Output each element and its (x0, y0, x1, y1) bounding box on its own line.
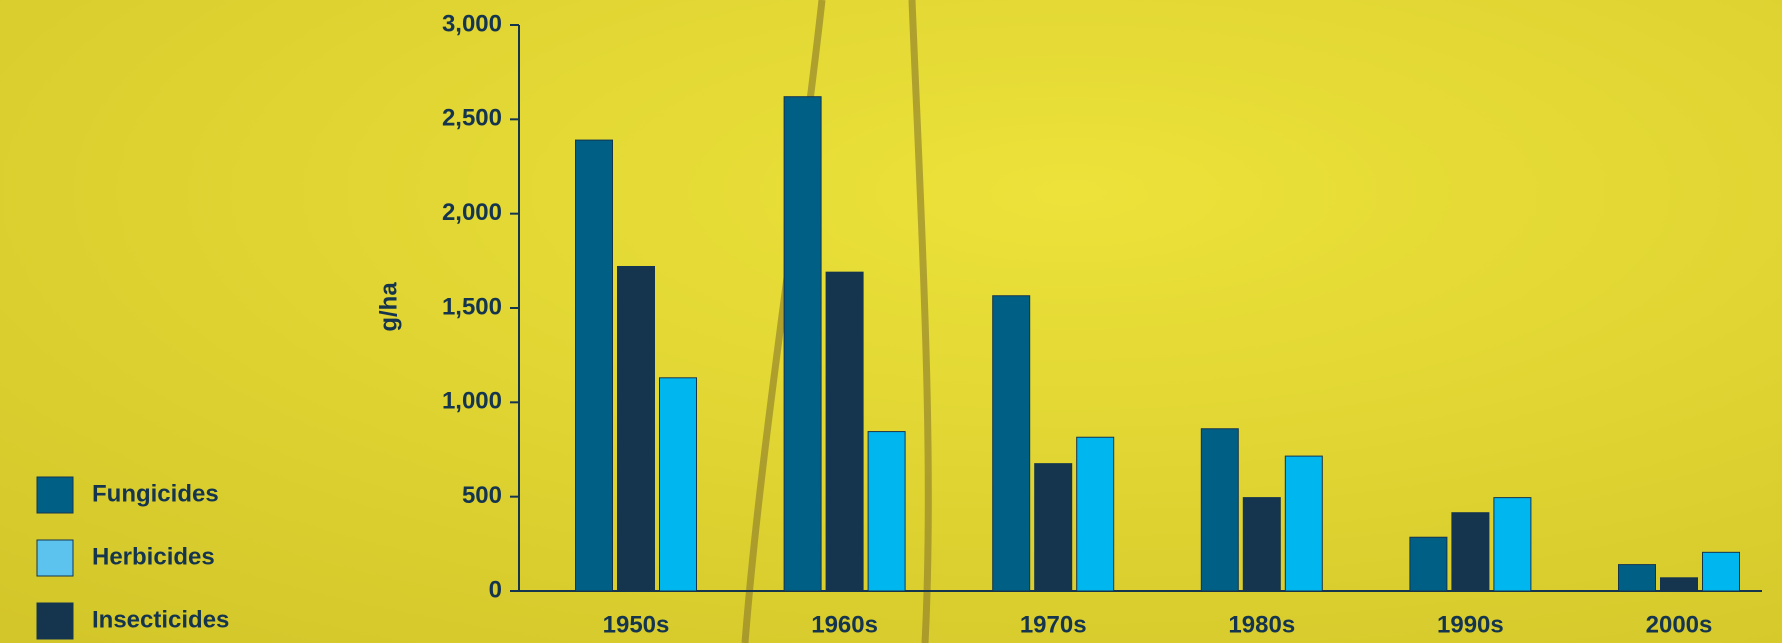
x-tick-label: 1980s (1228, 611, 1295, 638)
tractor-track (741, 0, 826, 643)
bar (1284, 455, 1323, 592)
legend-swatch (36, 476, 74, 514)
x-tick-label: 1960s (811, 611, 878, 638)
legend-label: Insecticides (92, 606, 229, 633)
bar (825, 271, 864, 592)
y-tick-label: 3,000 (442, 10, 502, 37)
y-axis-label: g/ha (375, 282, 402, 332)
tractor-track (908, 0, 932, 643)
legend-swatch (36, 539, 74, 577)
bar (575, 139, 613, 592)
y-tick-label: 2,500 (442, 105, 502, 132)
bar (1076, 436, 1115, 592)
legend-label: Herbicides (92, 543, 215, 570)
x-tick-label: 1950s (603, 611, 670, 638)
y-tick-label: 1,500 (442, 293, 502, 320)
legend-label: Fungicides (92, 480, 219, 507)
bar (1660, 577, 1698, 592)
x-tick-label: 2000s (1646, 611, 1713, 638)
bar (783, 96, 822, 592)
bar (1034, 463, 1073, 592)
bar (1409, 536, 1448, 592)
bar (1618, 564, 1656, 592)
bar (1493, 497, 1532, 592)
x-tick-label: 1990s (1437, 611, 1504, 638)
y-tick-label: 0 (489, 576, 502, 603)
y-tick-label: 500 (462, 482, 502, 509)
x-tick-label: 1970s (1020, 611, 1087, 638)
bar (992, 295, 1031, 592)
y-tick-label: 1,000 (442, 388, 502, 415)
bar (1200, 428, 1239, 592)
legend-swatch (36, 602, 74, 640)
bar (1702, 551, 1740, 592)
bar (1242, 497, 1281, 592)
bar (659, 377, 697, 592)
bar (617, 265, 655, 592)
y-tick-label: 2,000 (442, 199, 502, 226)
bar (867, 431, 906, 592)
bar (1451, 512, 1490, 592)
